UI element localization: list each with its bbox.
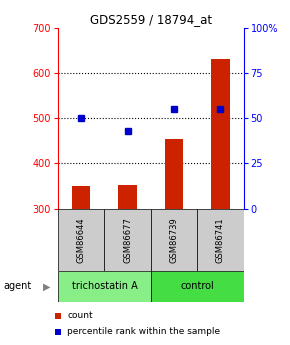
Text: agent: agent (3, 282, 31, 291)
Bar (104, 209, 151, 271)
Bar (58, 271, 151, 302)
Text: ▶: ▶ (43, 282, 51, 291)
Text: GSM86677: GSM86677 (123, 217, 132, 263)
Text: percentile rank within the sample: percentile rank within the sample (67, 327, 220, 336)
Title: GDS2559 / 18794_at: GDS2559 / 18794_at (90, 13, 212, 27)
Text: trichostatin A: trichostatin A (72, 282, 137, 291)
Bar (58, 209, 104, 271)
Bar (151, 209, 197, 271)
Bar (211, 59, 230, 209)
Bar (165, 139, 183, 209)
Text: count: count (67, 311, 93, 320)
Bar (118, 185, 137, 209)
Bar (55, 329, 61, 335)
Bar (197, 209, 244, 271)
Text: GSM86739: GSM86739 (169, 217, 179, 263)
Bar (151, 271, 244, 302)
Text: control: control (180, 282, 214, 291)
Text: GSM86741: GSM86741 (216, 217, 225, 263)
Text: GSM86644: GSM86644 (77, 217, 86, 263)
Bar (55, 313, 61, 319)
Bar (72, 186, 90, 209)
